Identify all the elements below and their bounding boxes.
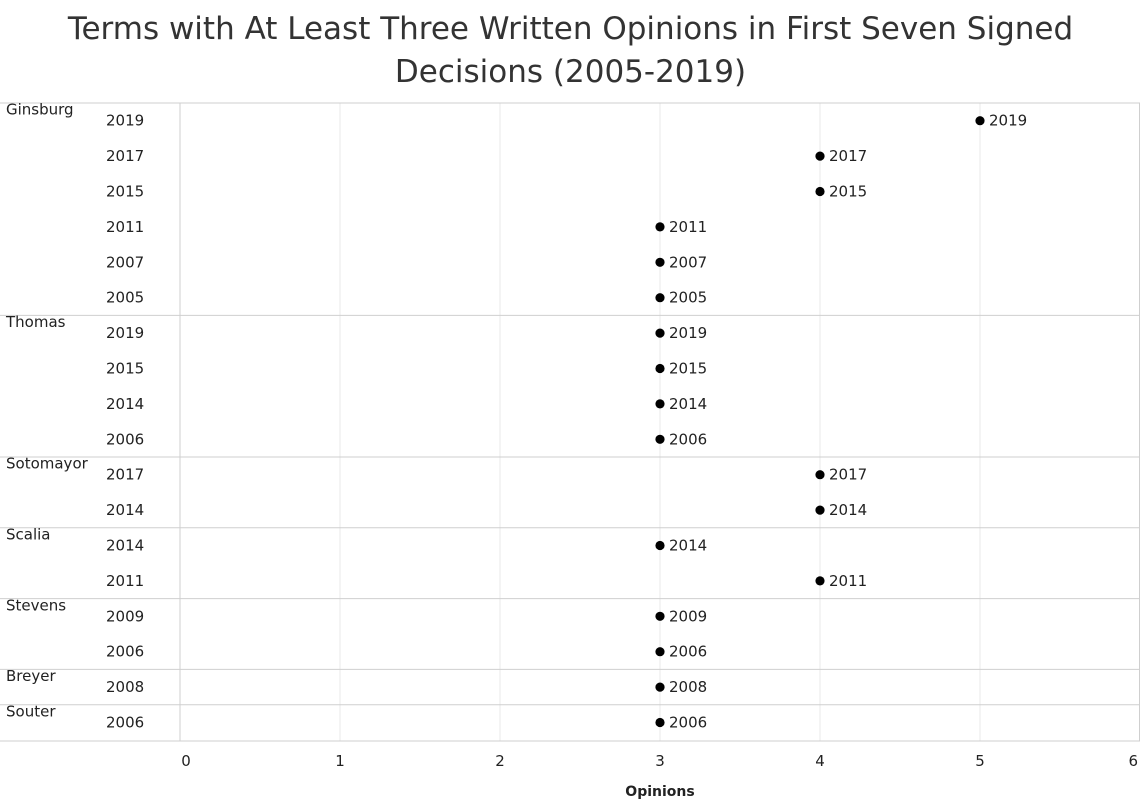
data-point (655, 540, 665, 551)
x-tick-label-1: 1 (335, 752, 345, 770)
term-label: 2011 (106, 218, 144, 236)
x-tick-label-4: 4 (815, 752, 825, 770)
chart-title-line-1: Terms with At Least Three Written Opinio… (67, 11, 1074, 47)
term-label: 2007 (106, 253, 144, 271)
term-label: 2017 (106, 147, 144, 165)
data-label: 2009 (669, 607, 707, 625)
term-label: 2006 (106, 643, 144, 661)
data-point (655, 434, 665, 444)
term-label: 2014 (106, 537, 144, 555)
data-label: 2008 (669, 678, 707, 696)
justice-label-breyer: Breyer (6, 667, 56, 685)
term-label: 2005 (106, 289, 144, 307)
data-label: 2011 (669, 218, 707, 236)
data-label: 2019 (989, 112, 1027, 130)
x-tick-label-5: 5 (975, 752, 985, 770)
grid-layer (179, 103, 1140, 741)
term-label: 2014 (106, 395, 144, 413)
term-label: 2006 (106, 714, 144, 732)
term-label: 2014 (106, 501, 144, 519)
term-label: 2019 (106, 324, 144, 342)
data-label: 2015 (669, 360, 707, 378)
data-point (655, 647, 665, 657)
term-label: 2015 (106, 183, 144, 201)
data-point (815, 576, 825, 586)
data-label: 2017 (829, 147, 867, 165)
data-point (815, 151, 825, 161)
data-label: 2006 (669, 430, 707, 448)
x-tick-label-3: 3 (655, 752, 665, 770)
data-point (655, 293, 665, 303)
data-point (655, 717, 665, 728)
term-label: 2006 (106, 430, 144, 448)
chart-title: Terms with At Least Three Written Opinio… (0, 8, 1141, 94)
chart-title-line-2: Decisions (2005-2019) (394, 54, 747, 90)
term-label: 2009 (106, 607, 144, 625)
data-label: 2015 (829, 183, 867, 201)
data-label: 2005 (669, 289, 707, 307)
data-point (655, 682, 665, 692)
justice-label-ginsburg: Ginsburg (6, 101, 74, 119)
justice-label-sotomayor: Sotomayor (6, 455, 89, 473)
term-label: 2017 (106, 466, 144, 484)
data-label: 2011 (829, 572, 867, 590)
term-label: 2011 (106, 572, 144, 590)
data-label: 2014 (669, 537, 707, 555)
data-label: 2014 (829, 501, 867, 519)
x-tick-label-6: 6 (1128, 752, 1138, 770)
x-tick-label-2: 2 (495, 752, 505, 770)
data-label: 2006 (669, 643, 707, 661)
data-point (655, 399, 665, 409)
x-tick-label-0: 0 (181, 752, 191, 770)
term-label: 2015 (106, 360, 144, 378)
x-axis: 0 1 2 3 4 5 6 Opinions (181, 752, 1138, 800)
data-point (975, 116, 985, 126)
data-point (815, 470, 825, 480)
justice-label-scalia: Scalia (6, 526, 51, 544)
group-separators (0, 102, 1140, 742)
data-label: 2014 (669, 395, 707, 413)
x-axis-title: Opinions (625, 784, 694, 800)
data-point (655, 611, 665, 621)
data-label: 2019 (669, 324, 707, 342)
justice-label-souter: Souter (6, 703, 56, 721)
data-point (655, 328, 665, 338)
data-points: 2019 2017 2015 2011 2007 2005 2019 2015 2014 2006… (655, 112, 1027, 732)
data-label: 2006 (669, 714, 707, 732)
data-point (655, 363, 665, 374)
justice-label-thomas: Thomas (5, 313, 66, 331)
row-labels: Ginsburg 2019 2017 2015 2011 2007 2005 Thomas 20… (5, 101, 144, 732)
term-label: 2008 (106, 678, 144, 696)
data-label: 2017 (829, 466, 867, 484)
data-point (655, 257, 665, 267)
term-label: 2019 (106, 112, 144, 130)
data-point (815, 186, 825, 197)
data-point (815, 505, 825, 515)
justice-label-stevens: Stevens (6, 596, 66, 614)
data-point (655, 222, 665, 232)
data-label: 2007 (669, 253, 707, 271)
